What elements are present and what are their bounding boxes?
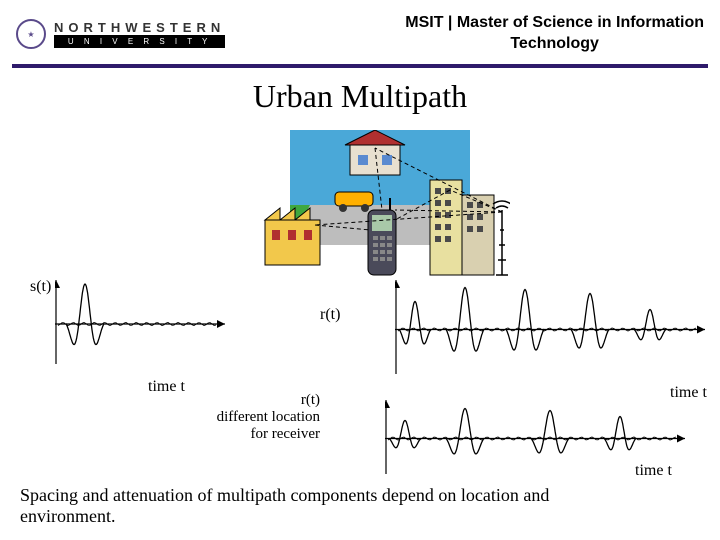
signal-s-plot — [55, 280, 237, 370]
slide-title: Urban Multipath — [0, 78, 720, 115]
footer-caption: Spacing and attenuation of multipath com… — [20, 485, 620, 528]
university-logo: ★ NORTHWESTERN U N I V E R S I T Y — [16, 19, 225, 49]
university-seal-icon: ★ — [16, 19, 46, 49]
university-wordmark: NORTHWESTERN U N I V E R S I T Y — [54, 20, 225, 48]
wordmark-subtitle: U N I V E R S I T Y — [54, 35, 225, 48]
header-divider — [12, 64, 708, 68]
program-title: MSIT | Master of Science in Information … — [405, 13, 704, 55]
signal-r2-labelblock: r(t) different location for receiver — [190, 392, 320, 443]
signal-r1-plot — [395, 280, 717, 380]
signal-r2-xaxis: time t — [635, 462, 672, 480]
urban-multipath-illustration — [250, 130, 510, 280]
signal-r2-sublabel2: for receiver — [190, 426, 320, 443]
signal-r1-label: r(t) — [320, 306, 340, 324]
signal-r2-sublabel1: different location — [190, 409, 320, 426]
slide-header: ★ NORTHWESTERN U N I V E R S I T Y MSIT … — [0, 0, 720, 60]
signal-r2-label: r(t) — [190, 392, 320, 409]
wordmark-name: NORTHWESTERN — [54, 20, 225, 35]
program-line-2: Technology — [405, 34, 704, 55]
signal-s-label: s(t) — [30, 278, 51, 296]
program-line-1: MSIT | Master of Science in Information — [405, 13, 704, 34]
signal-s-xaxis: time t — [148, 378, 185, 396]
